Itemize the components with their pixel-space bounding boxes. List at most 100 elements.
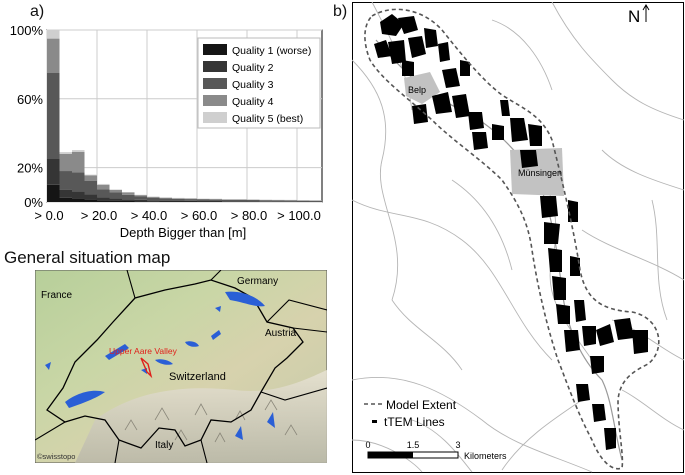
panel-a-label: a) [30, 3, 45, 20]
bar-q1-bin8 [147, 201, 160, 202]
bar-q4-bin10 [172, 198, 185, 199]
town-label-belp: Belp [408, 85, 426, 95]
bar-q2-bin11 [184, 200, 197, 202]
legend-label-3: Quality 3 [232, 79, 274, 91]
country-borders [35, 270, 327, 463]
x-axis-label: Depth Bigger than [m] [120, 225, 246, 240]
bar-q3-bin16 [247, 200, 260, 202]
bar-q3-bin12 [197, 199, 210, 201]
x-tick-3: > 60.0 [181, 208, 218, 223]
bar-q1-bin3 [84, 199, 97, 202]
bar-q2-bin12 [197, 200, 210, 202]
north-arrow-icon [642, 4, 650, 22]
bar-q2-bin9 [159, 200, 172, 202]
legend-swatch-5 [203, 112, 227, 123]
study-area-map: Belp Münsingen N Model Extent tTEM Lines… [352, 1, 685, 473]
bar-q4-bin0 [47, 38, 60, 73]
north-label: N [628, 7, 640, 26]
bar-q3-bin2 [72, 172, 85, 192]
bar-q3-bin0 [47, 73, 60, 159]
situation-map: France Germany Austria Switzerland Italy… [35, 270, 327, 463]
bar-q4-bin2 [72, 151, 85, 173]
bar-q3-bin17 [259, 200, 272, 202]
bar-q5-bin2 [72, 150, 85, 152]
bar-q3-bin9 [159, 198, 172, 201]
situation-map-title: General situation map [4, 248, 171, 267]
bars [47, 30, 322, 202]
x-tick-2: > 40.0 [131, 208, 168, 223]
bar-q2-bin15 [234, 201, 247, 202]
legend-swatch-3 [203, 78, 227, 89]
bar-q3-bin19 [284, 200, 297, 202]
valley-marker [140, 357, 153, 379]
scale-tick-2: 3 [455, 440, 460, 450]
bar-q3-bin20 [297, 200, 310, 202]
bar-q5-bin3 [84, 174, 97, 176]
x-tick-labels: > 0.0 > 20.0 > 40.0 > 60.0 > 80.0 > 100.0 [34, 208, 321, 223]
y-tick-2: 60% [17, 92, 43, 107]
x-tick-0: > 0.0 [34, 208, 63, 223]
bar-q5-bin5 [109, 189, 122, 190]
scale-tick-0: 0 [365, 440, 370, 450]
bar-q4-bin11 [184, 198, 197, 200]
label-france: France [41, 290, 73, 301]
bar-q2-bin1 [59, 189, 72, 198]
legend-swatch-2 [203, 61, 227, 72]
bar-q1-bin4 [97, 200, 110, 202]
legend-swatch-1 [203, 44, 227, 55]
x-tick-4: > 80.0 [231, 208, 268, 223]
bar-q1-bin9 [159, 201, 172, 202]
bar-q4-bin6 [122, 192, 135, 195]
bar-q3-bin10 [172, 198, 185, 201]
bar-q4-bin9 [159, 197, 172, 199]
bar-q5-bin4 [97, 183, 110, 185]
bar-q2-bin6 [122, 199, 135, 201]
legend-label-2: Quality 2 [232, 62, 274, 74]
bar-q2-bin4 [97, 197, 110, 201]
bar-q4-bin13 [209, 199, 222, 200]
bar-q4-bin7 [134, 195, 147, 197]
legend-label-5: Quality 5 (best) [232, 113, 303, 125]
bar-q1-bin11 [184, 201, 197, 202]
bar-q4-bin8 [147, 196, 160, 198]
legend-extent-label: Model Extent [386, 398, 457, 412]
bar-q2-bin13 [209, 200, 222, 202]
bar-q5-bin1 [59, 152, 72, 154]
bar-q2-bin2 [72, 191, 85, 199]
bar-q3-bin4 [97, 189, 110, 198]
bar-q4-bin4 [97, 184, 110, 190]
bar-q5-bin0 [47, 30, 60, 39]
label-switzerland: Switzerland [169, 371, 226, 383]
bar-q3-bin21 [309, 200, 322, 202]
bar-q2-bin8 [147, 200, 160, 202]
bar-q3-bin7 [134, 196, 147, 200]
bar-q2-bin10 [172, 200, 185, 202]
bar-q5-bin6 [122, 192, 135, 193]
belp-area [404, 72, 440, 104]
legend-label-1: Quality 1 (worse) [232, 45, 311, 57]
bar-q3-bin14 [222, 199, 235, 202]
switzerland-border [46, 279, 304, 449]
bar-q2-bin7 [134, 199, 147, 202]
y-tick-0: 0% [24, 195, 43, 210]
bar-q4-bin1 [59, 153, 72, 172]
model-extent-outline [364, 8, 660, 470]
y-tick-1: 20% [17, 161, 43, 176]
bar-q2-bin5 [109, 198, 122, 201]
legend-lines-label: tTEM Lines [384, 415, 445, 429]
bar-q1-bin2 [72, 198, 85, 202]
bar-q3-bin5 [109, 192, 122, 199]
bar-q3-bin8 [147, 197, 160, 201]
bar-q2-bin16 [247, 201, 260, 202]
panel-b-label: b) [333, 3, 348, 20]
bar-q3-bin6 [122, 194, 135, 200]
label-valley: Upper Aare Valley [109, 346, 178, 356]
town-label-munsingen: Münsingen [518, 168, 562, 178]
bar-q3-bin15 [234, 199, 247, 202]
legend-lines-symbol [372, 420, 377, 423]
bar-q1-bin1 [59, 197, 72, 202]
bar-q3-bin13 [209, 199, 222, 201]
legend-swatch-4 [203, 95, 227, 106]
bar-q3-bin3 [84, 180, 97, 195]
bar-q3-bin11 [184, 199, 197, 201]
